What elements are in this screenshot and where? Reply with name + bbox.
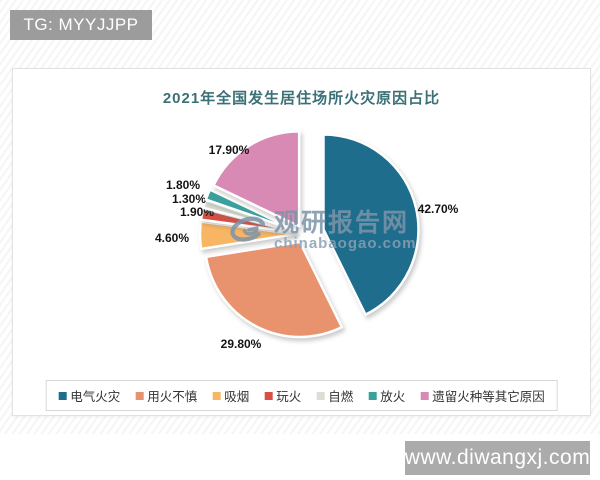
chart-card: 2021年全国发生居住场所火灾原因占比 42.70% 29.80% 4.60% 1.9… [12,68,591,416]
top-watermark-badge: TG: MYYJJPP [10,10,152,40]
legend-item-4: 自燃 [316,386,353,405]
legend-marker-icon [264,391,273,400]
legend-marker-icon [316,391,325,400]
pie-slice-label-6: 17.90% [209,143,250,157]
legend-marker-icon [420,391,429,400]
pie-slice-label-5: 1.80% [166,178,200,192]
legend-label: 自燃 [328,390,354,404]
legend-item-2: 吸烟 [212,386,249,405]
legend-item-1: 用火不慎 [135,386,197,405]
legend-label: 电气火灾 [70,390,121,404]
legend-label: 玩火 [276,390,302,404]
pie-slice-5 [204,188,297,232]
pie-slice-0 [322,133,420,316]
pie-chart: 42.70%29.80%4.60%1.90%1.30%1.80%17.90% [155,130,459,351]
chart-legend: 电气火灾 用火不慎 吸烟 玩火 自燃 放火 遗留火种等其它原因 [45,380,558,411]
legend-item-0: 电气火灾 [58,386,120,405]
chart-title: 2021年全国发生居住场所火灾原因占比 [162,90,441,107]
pie-slice-label-2: 4.60% [155,231,189,245]
legend-marker-icon [212,391,221,400]
legend-marker-icon [368,391,377,400]
legend-item-6: 遗留火种等其它原因 [420,386,545,405]
legend-item-3: 玩火 [264,386,301,405]
legend-marker-icon [58,391,67,400]
legend-label: 放火 [380,390,406,404]
pie-slice-1 [204,240,344,339]
legend-label: 遗留火种等其它原因 [432,390,545,404]
legend-marker-icon [135,391,144,400]
legend-item-5: 放火 [368,386,405,405]
legend-label: 用火不慎 [147,390,198,404]
pie-slice-6 [212,130,301,228]
pie-slice-label-4: 1.30% [172,192,206,206]
bottom-watermark-badge: www.diwangxj.com [405,441,590,475]
pie-slice-label-1: 29.80% [221,337,262,351]
pie-slice-label-0: 42.70% [418,202,459,216]
legend-label: 吸烟 [224,390,250,404]
